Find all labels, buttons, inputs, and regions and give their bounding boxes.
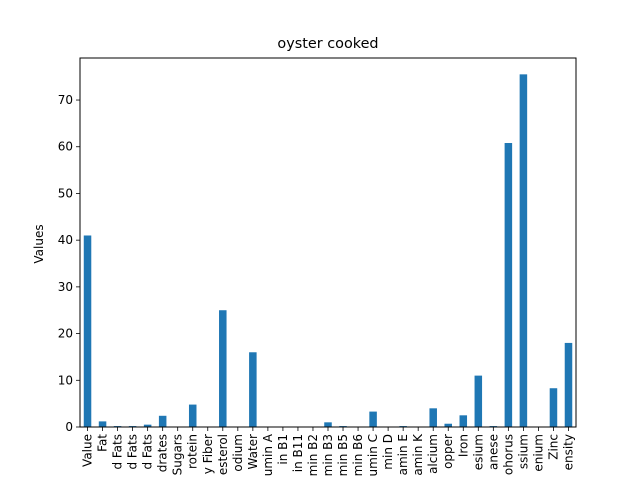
x-ticks-group: Value Fat d Fats d Fats d Fats drates Sugars ro… — [81, 427, 575, 476]
bar — [444, 423, 452, 427]
bar — [324, 422, 332, 427]
bars-group — [83, 74, 573, 427]
bar — [249, 352, 257, 427]
bar — [459, 415, 468, 427]
x-tick-label: Iron — [456, 434, 470, 457]
x-tick-label: Value — [81, 434, 95, 467]
y-tick-label: 40 — [58, 233, 73, 247]
plot-frame — [79, 57, 577, 428]
x-tick-label: min B3 — [321, 434, 335, 476]
bar — [369, 411, 377, 427]
x-tick-label: d Fats — [111, 434, 125, 470]
x-tick-label: enium — [531, 434, 545, 472]
x-tick-label: amin E — [396, 434, 410, 475]
bar — [143, 424, 152, 427]
x-tick-label: Sugars — [171, 434, 185, 475]
bar — [219, 310, 227, 427]
y-tick-label: 50 — [58, 186, 73, 200]
x-tick-label: ssium — [516, 434, 530, 469]
y-tick-label: 20 — [58, 327, 73, 341]
x-tick-label: opper — [441, 434, 455, 469]
bar — [549, 388, 558, 427]
bar — [429, 408, 437, 427]
chart-title: oyster cooked — [277, 36, 378, 52]
bar — [519, 74, 528, 427]
x-tick-label: amin K — [411, 433, 425, 476]
bar — [504, 143, 513, 427]
x-tick-label: ensity — [561, 434, 575, 470]
x-tick-label: drates — [156, 434, 170, 472]
y-ticks-group: 0 10 20 30 40 50 60 70 — [58, 93, 80, 434]
x-tick-label: d Fats — [141, 434, 155, 470]
x-tick-label: min B6 — [351, 434, 365, 476]
bar — [188, 404, 197, 427]
x-tick-label: Water — [246, 434, 260, 470]
x-tick-label: min B2 — [306, 434, 320, 476]
y-axis-label: Values — [32, 224, 46, 263]
y-tick-label: 30 — [58, 280, 73, 294]
y-tick-label: 10 — [58, 373, 73, 387]
bar — [474, 375, 483, 427]
x-tick-label: esterol — [216, 434, 230, 475]
x-tick-label: Fat — [96, 434, 110, 452]
x-tick-label: rotein — [186, 434, 200, 469]
y-tick-label: 60 — [58, 140, 73, 154]
x-tick-label: umin A — [261, 433, 275, 476]
x-tick-label: umin C — [366, 434, 380, 476]
x-tick-label: anese — [486, 434, 500, 470]
x-tick-label: Zinc — [546, 434, 560, 460]
x-tick-label: in B11 — [291, 434, 305, 472]
x-tick-label: odium — [231, 434, 245, 472]
bar — [98, 421, 107, 427]
bar — [158, 415, 167, 427]
x-tick-label: d Fats — [126, 434, 140, 470]
y-tick-label: 0 — [65, 420, 73, 434]
x-tick-label: alcium — [426, 434, 440, 474]
x-tick-label: in B1 — [276, 434, 290, 465]
bar — [83, 235, 92, 427]
x-tick-label: min D — [381, 434, 395, 470]
y-tick-label: 70 — [58, 93, 73, 107]
x-tick-label: ohorus — [501, 434, 515, 475]
bar — [564, 342, 573, 427]
x-tick-label: esium — [471, 434, 485, 470]
x-tick-label: min B5 — [336, 434, 350, 476]
x-tick-label: y Fiber — [201, 434, 215, 474]
